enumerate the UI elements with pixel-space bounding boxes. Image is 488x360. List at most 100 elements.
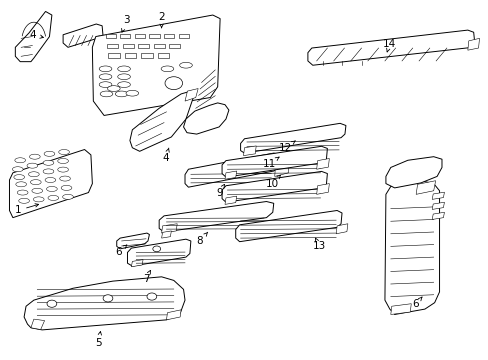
Polygon shape [222, 171, 327, 202]
Ellipse shape [62, 194, 73, 199]
Ellipse shape [118, 66, 130, 72]
Polygon shape [316, 158, 329, 169]
Bar [138, 44, 149, 48]
Polygon shape [159, 202, 273, 232]
Text: 9: 9 [216, 184, 224, 198]
Ellipse shape [46, 186, 57, 192]
Circle shape [164, 77, 182, 90]
Text: 10: 10 [265, 175, 280, 189]
Ellipse shape [32, 188, 42, 193]
Ellipse shape [59, 149, 69, 154]
Text: 4: 4 [162, 148, 169, 163]
Polygon shape [431, 202, 444, 210]
Polygon shape [161, 224, 177, 233]
Polygon shape [222, 146, 327, 177]
Bar [105, 34, 116, 39]
Bar [135, 34, 145, 39]
Ellipse shape [43, 160, 54, 165]
Ellipse shape [27, 163, 38, 168]
Polygon shape [235, 211, 341, 242]
Text: 6: 6 [115, 245, 126, 257]
Ellipse shape [99, 74, 112, 80]
Polygon shape [431, 212, 444, 220]
Text: 5: 5 [95, 332, 102, 348]
Polygon shape [63, 24, 103, 47]
Polygon shape [24, 277, 184, 330]
Ellipse shape [16, 182, 26, 187]
Text: 14: 14 [383, 39, 396, 52]
Ellipse shape [115, 91, 128, 97]
Text: 1: 1 [15, 204, 39, 216]
Text: 8: 8 [196, 232, 207, 246]
Ellipse shape [43, 169, 54, 174]
Ellipse shape [161, 66, 173, 72]
Circle shape [47, 300, 57, 307]
Text: 2: 2 [158, 12, 164, 28]
Polygon shape [316, 184, 329, 194]
Text: 13: 13 [312, 238, 325, 251]
Ellipse shape [100, 91, 113, 97]
Polygon shape [307, 30, 474, 65]
Ellipse shape [99, 66, 112, 72]
Polygon shape [415, 181, 435, 194]
Ellipse shape [61, 185, 72, 190]
Ellipse shape [107, 86, 120, 91]
Polygon shape [9, 149, 92, 218]
Polygon shape [271, 177, 284, 192]
Polygon shape [184, 153, 281, 187]
Bar [108, 53, 120, 58]
Ellipse shape [19, 198, 29, 203]
Ellipse shape [29, 154, 40, 159]
Ellipse shape [48, 195, 59, 201]
Polygon shape [385, 157, 441, 188]
Polygon shape [92, 15, 220, 116]
Ellipse shape [15, 158, 25, 163]
Text: 12: 12 [279, 141, 295, 153]
Text: 4: 4 [29, 30, 43, 40]
Polygon shape [166, 310, 181, 320]
Ellipse shape [118, 82, 130, 87]
Polygon shape [15, 12, 52, 62]
Polygon shape [131, 260, 143, 267]
Circle shape [103, 295, 113, 302]
Polygon shape [240, 123, 345, 153]
Polygon shape [274, 159, 289, 176]
Ellipse shape [12, 167, 23, 172]
Polygon shape [467, 39, 479, 50]
Bar [107, 44, 118, 48]
Bar [120, 34, 130, 39]
Polygon shape [224, 196, 236, 204]
Bar [122, 44, 133, 48]
Ellipse shape [118, 74, 130, 80]
Ellipse shape [58, 158, 68, 163]
Ellipse shape [99, 82, 112, 87]
Polygon shape [183, 103, 228, 134]
Bar [124, 53, 136, 58]
Ellipse shape [179, 62, 192, 68]
Ellipse shape [14, 175, 24, 180]
Polygon shape [161, 231, 171, 238]
Ellipse shape [44, 151, 55, 156]
Polygon shape [335, 224, 347, 234]
Bar [141, 53, 152, 58]
Ellipse shape [126, 90, 139, 96]
Polygon shape [127, 239, 190, 266]
Ellipse shape [30, 180, 41, 185]
Bar [154, 44, 164, 48]
Bar [163, 34, 174, 39]
Bar [158, 53, 169, 58]
Text: 7: 7 [142, 270, 150, 284]
Polygon shape [130, 90, 193, 151]
Ellipse shape [60, 176, 70, 181]
Bar [169, 44, 180, 48]
Circle shape [147, 293, 157, 300]
Circle shape [153, 246, 160, 252]
Ellipse shape [17, 190, 28, 195]
Polygon shape [390, 304, 410, 315]
Polygon shape [117, 233, 149, 249]
Polygon shape [184, 89, 198, 101]
Ellipse shape [45, 177, 56, 183]
Text: 11: 11 [263, 157, 279, 169]
Text: 3: 3 [122, 15, 129, 32]
Ellipse shape [33, 197, 44, 202]
